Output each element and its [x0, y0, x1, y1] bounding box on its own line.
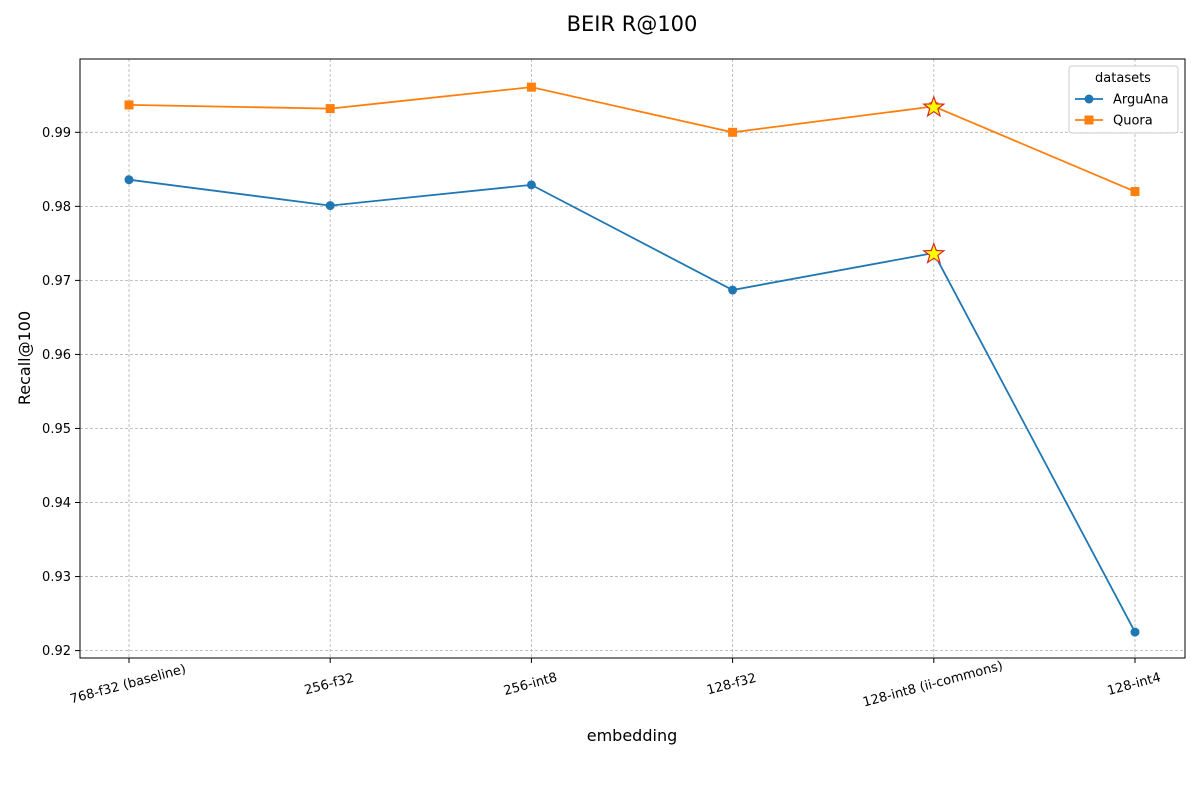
data-point — [1130, 627, 1140, 637]
data-point — [124, 175, 134, 185]
y-axis-label: Recall@100 — [15, 311, 34, 405]
chart-title: BEIR R@100 — [567, 12, 698, 36]
legend-label: ArguAna — [1113, 93, 1169, 108]
plot-frame — [79, 58, 1186, 659]
data-point — [526, 82, 536, 92]
legend-marker — [1084, 115, 1094, 125]
legend-marker — [1084, 94, 1094, 104]
data-point — [526, 180, 536, 190]
y-tick-label: 0.96 — [42, 348, 71, 363]
legend-item-quora: Quora — [1075, 114, 1153, 129]
y-axis-ticks: 0.92 0.93 0.94 0.95 0.96 0.97 0.98 0.99 — [42, 126, 80, 659]
legend-item-arguana: ArguAna — [1075, 93, 1169, 108]
grid — [80, 59, 1185, 658]
highlight-star-marker — [922, 241, 946, 264]
x-tick-label: 128-int4 — [1106, 670, 1163, 699]
x-tick-label: 768-f32 (baseline) — [69, 662, 188, 707]
data-point — [728, 127, 738, 137]
y-tick-label: 0.95 — [42, 422, 71, 437]
series-layer — [124, 82, 1140, 637]
x-tick-label: 128-int8 (ii-commons) — [861, 659, 1004, 711]
y-tick-label: 0.92 — [42, 644, 71, 659]
highlight-star-marker — [922, 95, 946, 118]
legend-label: Quora — [1113, 114, 1153, 129]
data-point — [325, 201, 335, 211]
series-line — [128, 178, 1136, 633]
legend-frame — [1068, 65, 1179, 134]
y-tick-label: 0.94 — [42, 496, 71, 511]
legend-title: datasets — [1095, 71, 1151, 86]
series-quora — [124, 82, 1140, 197]
data-point — [124, 100, 134, 110]
data-point — [728, 285, 738, 295]
x-axis-ticks: 768-f32 (baseline) 256-f32 256-int8 128-f32… — [69, 658, 1163, 711]
y-tick-label: 0.97 — [42, 274, 71, 289]
legend: datasets ArguAna Quora — [1068, 65, 1179, 134]
series-line — [128, 86, 1136, 193]
x-tick-label: 256-f32 — [303, 671, 356, 699]
x-tick-label: 128-f32 — [705, 671, 758, 699]
data-point — [1130, 187, 1140, 197]
y-tick-label: 0.98 — [42, 200, 71, 215]
y-tick-label: 0.99 — [42, 126, 71, 141]
data-point — [325, 104, 335, 114]
highlight-layer — [922, 95, 946, 264]
x-axis-label: embedding — [587, 726, 677, 745]
y-tick-label: 0.93 — [42, 570, 71, 585]
legend-items: ArguAna Quora — [1075, 93, 1169, 129]
series-arguana — [124, 175, 1140, 637]
x-tick-label: 256-int8 — [502, 670, 559, 699]
